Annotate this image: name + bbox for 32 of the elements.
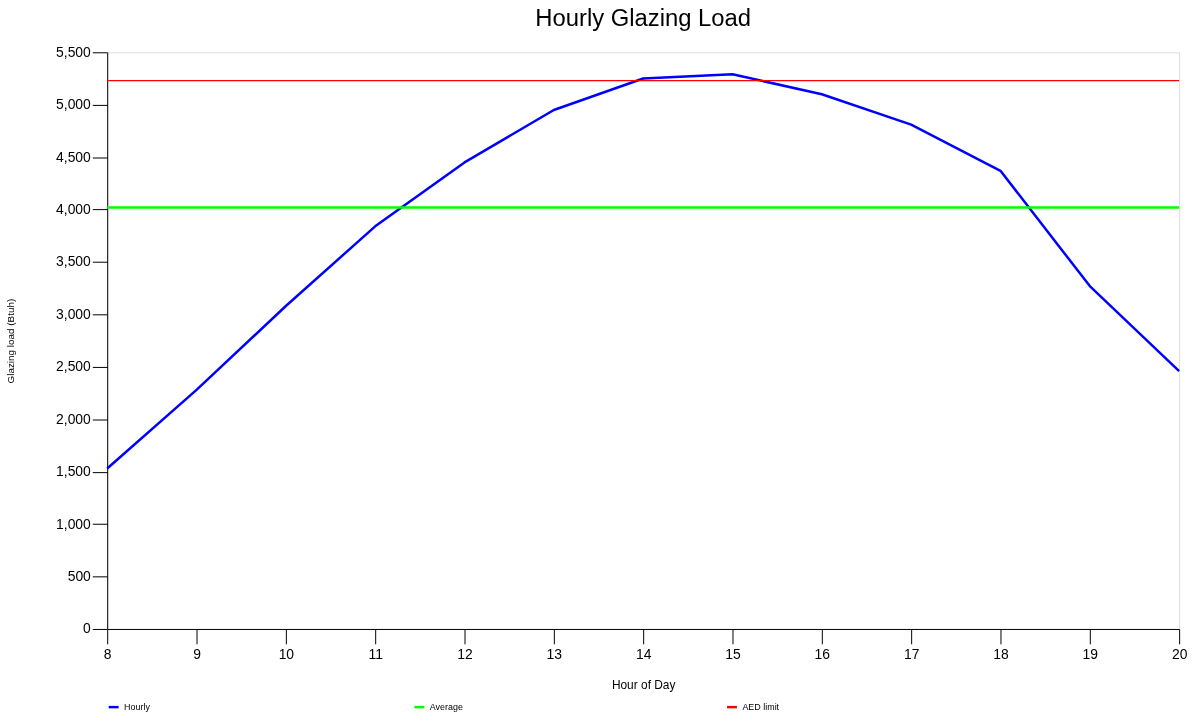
chart-title: Hourly Glazing Load	[535, 4, 752, 32]
legend-label: AED limit	[742, 702, 780, 713]
x-tick-label: 13	[546, 646, 563, 663]
y-tick-label: 3,000	[56, 305, 92, 322]
x-tick-label: 12	[457, 646, 473, 663]
x-tick-label: 14	[635, 646, 652, 663]
y-tick-label: 5,500	[56, 43, 92, 60]
x-tick-label: 20	[1171, 646, 1188, 663]
x-tick-label: 15	[725, 646, 741, 663]
y-tick-label: 1,000	[56, 515, 92, 532]
y-tick-label: 4,500	[56, 148, 92, 165]
x-tick-label: 18	[993, 646, 1009, 663]
y-tick-label: 2,500	[56, 358, 92, 375]
y-tick-label: 2,000	[56, 410, 92, 427]
legend-label: Average	[429, 702, 463, 713]
x-tick-label: 17	[903, 646, 920, 663]
y-tick-label: 0	[83, 620, 92, 637]
legend-label: Hourly	[124, 702, 151, 713]
y-tick-label: 4,000	[56, 201, 92, 218]
x-tick-label: 8	[103, 646, 112, 663]
x-tick-label: 9	[193, 646, 202, 663]
x-tick-label: 16	[814, 646, 831, 663]
x-axis-title: Hour of Day	[611, 678, 676, 693]
y-axis-title: Glazing load (Btuh)	[5, 298, 17, 384]
x-tick-label: 19	[1082, 646, 1099, 663]
y-tick-label: 1,500	[56, 463, 92, 480]
y-tick-label: 500	[67, 568, 92, 584]
line-series	[105, 73, 1181, 470]
x-tick-label: 10	[278, 646, 295, 663]
x-tick-label: 11	[368, 646, 384, 663]
y-tick-label: 5,000	[56, 96, 92, 113]
y-tick-label: 3,500	[56, 253, 92, 270]
